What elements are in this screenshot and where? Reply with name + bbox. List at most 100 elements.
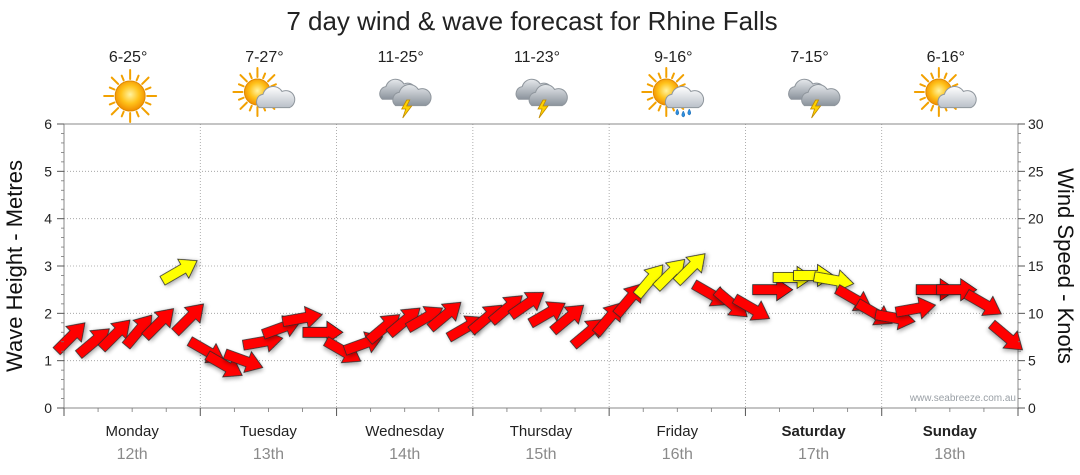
wind-arrow — [915, 277, 957, 302]
sun-ray — [110, 76, 120, 85]
lightning-bolt — [401, 99, 413, 119]
partly-cloudy-icon — [232, 67, 296, 117]
day-date-label: 12th — [117, 446, 148, 463]
sun-ray — [943, 72, 948, 80]
sun-ray — [675, 74, 685, 83]
day-date-label: 13th — [253, 446, 284, 463]
wind-arrow — [141, 308, 175, 342]
y-tick-label-right: 15 — [1028, 258, 1044, 274]
temperature-label: 9-16° — [654, 49, 692, 66]
day-name-label: Sunday — [923, 423, 978, 440]
y-tick-label-right: 25 — [1028, 163, 1044, 179]
wind-arrows — [52, 253, 1023, 378]
wind-arrow — [222, 348, 264, 373]
y-tick-label-left: 3 — [44, 258, 52, 274]
day-name-label: Wednesday — [365, 423, 444, 440]
cloud-shape — [256, 86, 296, 109]
partly-cloudy-icon — [913, 67, 977, 117]
wind-arrow — [672, 253, 706, 287]
rain-drop — [675, 108, 680, 116]
y-tick-label-right: 5 — [1028, 353, 1036, 369]
sun-ray — [239, 101, 248, 110]
sun-ray — [267, 74, 276, 83]
lightning-bolt — [809, 99, 822, 119]
wind-arrow — [731, 293, 771, 321]
day-name-label: Friday — [656, 423, 698, 440]
sun-ray — [648, 74, 657, 83]
left-axis: 0 1 2 3 4 5 6 — [44, 116, 64, 416]
y-tick-label-right: 10 — [1028, 305, 1044, 321]
day-name-label: Monday — [105, 423, 159, 440]
thunderstorm-icon — [788, 78, 841, 119]
day-date-label: 16th — [662, 446, 693, 463]
sun-ray — [108, 101, 116, 106]
sun-ray — [141, 76, 150, 85]
lightning-bolt — [537, 99, 549, 119]
wind-arrow — [159, 258, 198, 286]
rain-drop — [681, 110, 686, 118]
sun-ray — [144, 101, 152, 106]
y-axis-label-left: Wave Height - Metres — [2, 160, 27, 372]
sun-ray — [930, 104, 935, 112]
day-date-label: 18th — [934, 446, 965, 463]
sun-ray — [648, 101, 657, 110]
sun-ray — [144, 86, 152, 91]
sun-ray — [951, 83, 959, 88]
temperature-label: 11-25° — [378, 49, 424, 66]
weather-row: 6-25° 7-27° 11-25° 11-23° 9-16° 7-15° 6-16° — [103, 49, 977, 123]
cloud-shape — [937, 86, 977, 109]
temperature-label: 6-25° — [109, 49, 147, 66]
y-tick-label-right: 0 — [1028, 400, 1036, 416]
sun-ray — [671, 72, 675, 80]
day-axis: Monday 12th Tuesday 13th Wednesday 14th Thursd… — [63, 408, 1019, 463]
wind-arrow — [507, 292, 545, 321]
y-axis-label-right: Wind Speed - Knots — [1053, 168, 1078, 364]
temperature-label: 11-23° — [514, 49, 560, 66]
cloud-shape — [664, 86, 705, 109]
y-tick-label-left: 1 — [44, 353, 52, 369]
sun-ray — [919, 83, 926, 88]
sun-ray — [679, 83, 686, 88]
rain-drop — [687, 108, 692, 116]
sun-ray — [930, 72, 935, 80]
sun-disc — [114, 80, 146, 112]
wind-arrow — [894, 296, 937, 320]
day-date-label: 14th — [389, 446, 420, 463]
y-tick-label-right: 30 — [1028, 116, 1044, 132]
wind-arrow — [52, 322, 86, 356]
wind-arrow — [426, 301, 462, 333]
sun-ray — [948, 74, 957, 83]
sun-ray — [270, 83, 277, 88]
sun-ray — [120, 110, 125, 118]
sun-ray — [108, 86, 116, 91]
day-name-label: Saturday — [781, 423, 846, 440]
temperature-label: 7-27° — [245, 49, 283, 66]
sun-ray — [135, 74, 140, 82]
sun-ray — [239, 74, 248, 83]
sun-ray — [646, 96, 654, 101]
right-axis: 0 5 10 15 20 25 30 — [1018, 116, 1044, 416]
sun-ray — [646, 83, 654, 88]
sun-ray — [141, 107, 150, 116]
wind-arrow — [549, 304, 585, 336]
sun-ray — [248, 104, 253, 112]
y-tick-label-left: 6 — [44, 116, 52, 132]
wind-arrow — [527, 301, 566, 329]
sun-ray — [110, 107, 120, 116]
grid — [64, 124, 1018, 408]
sun-ray — [135, 110, 140, 118]
cloud-shape — [801, 84, 841, 107]
day-date-label: 17th — [798, 446, 829, 463]
cloud-shape — [528, 84, 568, 107]
day-name-label: Thursday — [510, 423, 573, 440]
sun-ray — [237, 83, 245, 88]
temperature-label: 6-16° — [927, 49, 965, 66]
showers-icon — [641, 67, 705, 118]
thunderstorm-icon — [515, 78, 568, 119]
sun-ray — [120, 74, 125, 82]
wind-arrow — [988, 319, 1023, 351]
sun-ray — [657, 104, 662, 112]
y-tick-label-left: 4 — [44, 211, 52, 227]
cloud-shape — [392, 84, 432, 107]
